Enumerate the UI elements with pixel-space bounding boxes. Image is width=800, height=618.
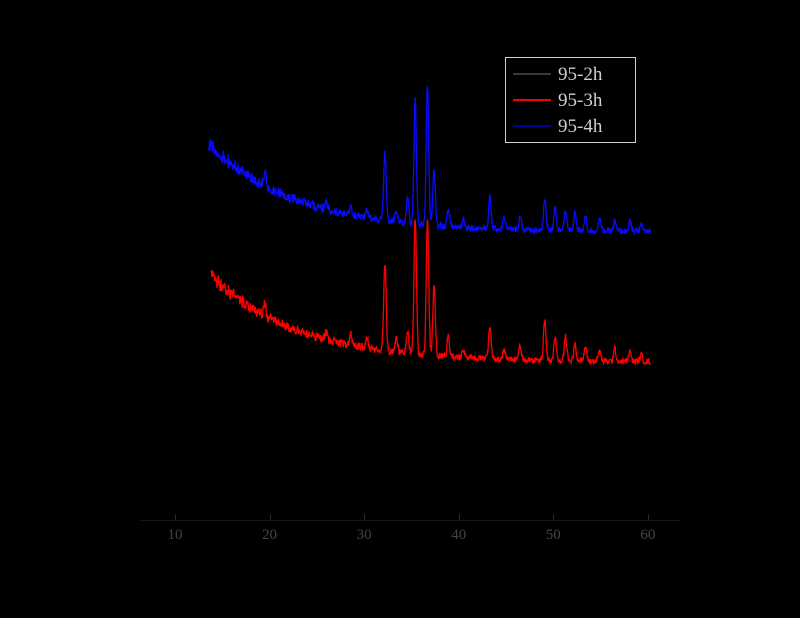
x-axis-line (140, 520, 680, 521)
legend-entry-95-3h: 95-3h (506, 87, 635, 113)
x-tick-mark (553, 514, 555, 520)
xrd-curve-95-3h (210, 219, 652, 367)
legend-label: 95-3h (558, 89, 603, 111)
xrd-curve-95-2h (210, 346, 651, 495)
legend: 95-2h 95-3h 95-4h (505, 57, 636, 143)
legend-entry-95-4h: 95-4h (506, 113, 635, 139)
x-tick-label: 10 (167, 527, 183, 543)
x-tick-mark (269, 514, 271, 520)
x-tick-mark (364, 514, 366, 520)
legend-line-icon (513, 99, 551, 101)
legend-label: 95-4h (558, 115, 603, 137)
xrd-curve-95-4h (208, 86, 652, 237)
x-tick-mark (647, 514, 649, 520)
legend-entry-95-2h: 95-2h (506, 61, 635, 87)
x-tick-label: 50 (545, 527, 561, 543)
legend-line-icon (513, 73, 551, 75)
legend-line-icon (513, 125, 551, 127)
x-tick-mark (174, 514, 176, 520)
x-tick-label: 60 (640, 527, 656, 543)
x-tick-label: 30 (356, 527, 372, 543)
legend-label: 95-2h (558, 63, 603, 85)
x-tick-label: 20 (262, 527, 278, 543)
x-tick-label: 40 (451, 527, 467, 543)
x-tick-mark (458, 514, 460, 520)
